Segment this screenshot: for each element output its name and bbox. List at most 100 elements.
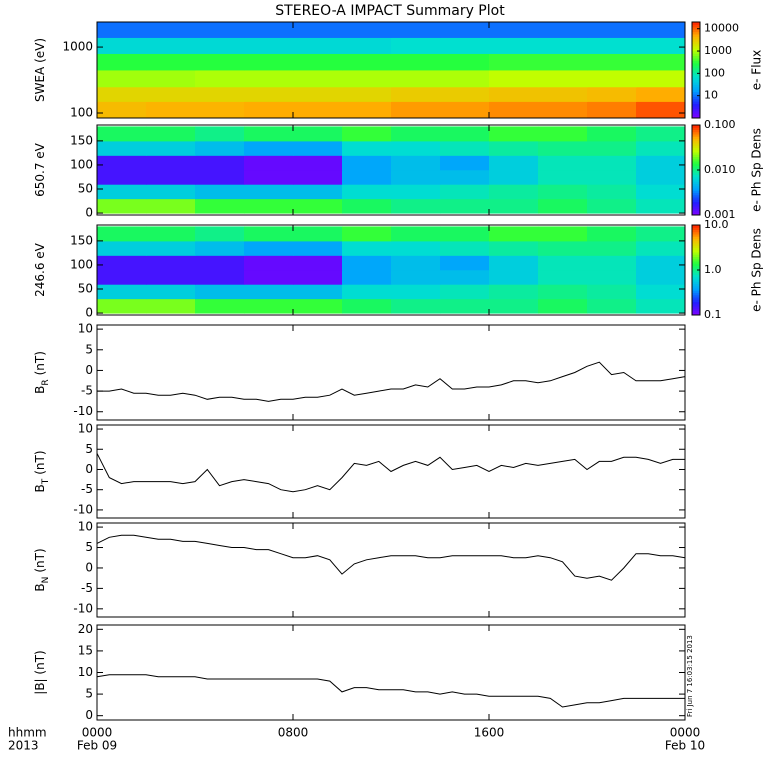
- heatmap-cell: [146, 37, 196, 54]
- colorbar-strip: [692, 101, 700, 105]
- y-axis-label-main: B: [33, 583, 47, 591]
- heatmap-cell: [146, 155, 196, 171]
- heatmap-cell: [489, 298, 539, 314]
- heatmap-cell: [391, 126, 441, 142]
- colorbar-strip: [692, 258, 700, 262]
- colorbar-strip: [692, 243, 700, 246]
- heatmap-cell: [391, 240, 441, 256]
- x-tick-label: 0800: [278, 726, 309, 740]
- colorbar-strip: [692, 91, 700, 95]
- heatmap-cell: [244, 240, 294, 256]
- colorbar-strip: [692, 31, 700, 35]
- heatmap-cell: [440, 86, 490, 102]
- heatmap-cell: [489, 22, 539, 38]
- heatmap-cell: [342, 198, 392, 214]
- heatmap-cell: [538, 198, 588, 214]
- heatmap-cell: [97, 22, 147, 38]
- heatmap-cell: [538, 298, 588, 314]
- colorbar-strip: [692, 110, 700, 114]
- colorbar-tick-label: 10: [704, 89, 718, 102]
- heatmap-cell: [636, 53, 686, 71]
- heatmap-cell: [587, 86, 637, 102]
- heatmap-cell: [489, 69, 539, 88]
- heatmap-cell: [342, 255, 392, 271]
- heatmap-cell: [636, 155, 686, 171]
- heatmap-cell: [195, 169, 245, 185]
- heatmap-cell: [97, 240, 147, 256]
- colorbar-strip: [692, 252, 700, 255]
- heatmap-cell: [636, 198, 686, 214]
- colorbar-strip: [692, 46, 700, 49]
- y-tick-label: 10: [78, 520, 93, 534]
- heatmap-cell: [489, 184, 539, 200]
- y-tick-label: 50: [78, 282, 93, 296]
- heatmap-cell: [538, 86, 588, 102]
- colorbar-strip: [692, 203, 700, 207]
- colorbar-strip: [692, 308, 700, 311]
- colorbar-strip: [692, 306, 700, 309]
- x-tick-label: 0000: [82, 726, 113, 740]
- heatmap-cell: [342, 101, 392, 119]
- heatmap-cell: [342, 86, 392, 102]
- y-tick-label: 100: [70, 257, 93, 271]
- heatmap-cell: [587, 284, 637, 300]
- colorbar-strip: [692, 185, 700, 189]
- y-tick-label: 50: [78, 182, 93, 196]
- heatmap-cell: [636, 269, 686, 285]
- heatmap-cell: [391, 184, 441, 200]
- heatmap-cell: [293, 198, 343, 214]
- heatmap-cell: [146, 198, 196, 214]
- heatmap-cell: [489, 101, 539, 119]
- heatmap-cell: [342, 240, 392, 256]
- y-tick-label: 10: [78, 322, 93, 336]
- y-tick-label: 0: [85, 560, 93, 574]
- heatmap-cell: [293, 226, 343, 242]
- heatmap-cell: [146, 298, 196, 314]
- heatmap-cell: [342, 69, 392, 88]
- colorbar-strip: [692, 292, 700, 296]
- heatmap-cell: [636, 37, 686, 54]
- footnote: Fri Jun 7 16:03:15 2013: [686, 635, 694, 717]
- colorbar-strip: [692, 86, 700, 90]
- heatmap-cell: [538, 53, 588, 71]
- heatmap-cell: [538, 226, 588, 242]
- heatmap-cell: [342, 53, 392, 71]
- heatmap-cell: [293, 101, 343, 119]
- heatmap-cell: [244, 284, 294, 300]
- heatmap-cell: [293, 86, 343, 102]
- heatmap-cell: [538, 140, 588, 156]
- colorbar-strip: [692, 290, 700, 293]
- heatmap-cell: [538, 69, 588, 88]
- colorbar-strip: [692, 231, 700, 235]
- y-axis-label-sub: R: [41, 379, 51, 385]
- heatmap-cell: [97, 126, 147, 142]
- heatmap-cell: [538, 255, 588, 271]
- heatmap-cell: [146, 226, 196, 242]
- colorbar-strip: [692, 67, 700, 71]
- colorbar-strip: [692, 240, 700, 244]
- heatmap-cell: [440, 184, 490, 200]
- y-tick-label: 150: [70, 133, 93, 147]
- heatmap-cell: [97, 184, 147, 200]
- heatmap-cell: [636, 226, 686, 242]
- colorbar-strip: [692, 176, 700, 180]
- y-tick-label: 0: [85, 206, 93, 220]
- heatmap-cell: [97, 140, 147, 156]
- heatmap-cell: [587, 255, 637, 271]
- heatmap-cell: [146, 184, 196, 200]
- heatmap-cell: [636, 86, 686, 102]
- colorbar-strip: [692, 50, 700, 54]
- colorbar-strip: [692, 190, 700, 193]
- colorbar-strip: [692, 256, 700, 260]
- y-tick-label: -5: [81, 384, 93, 398]
- heatmap-cell: [293, 37, 343, 54]
- y-axis-label-unit: (nT): [33, 351, 47, 375]
- heatmap-cell: [587, 37, 637, 54]
- colorbar-strip: [692, 229, 700, 233]
- x-tick-label: 0000: [670, 726, 701, 740]
- heatmap-cell: [244, 140, 294, 156]
- heatmap-cell: [538, 126, 588, 142]
- heatmap-cell: [293, 169, 343, 185]
- heatmap-cell: [636, 298, 686, 314]
- colorbar-frame: [691, 21, 701, 119]
